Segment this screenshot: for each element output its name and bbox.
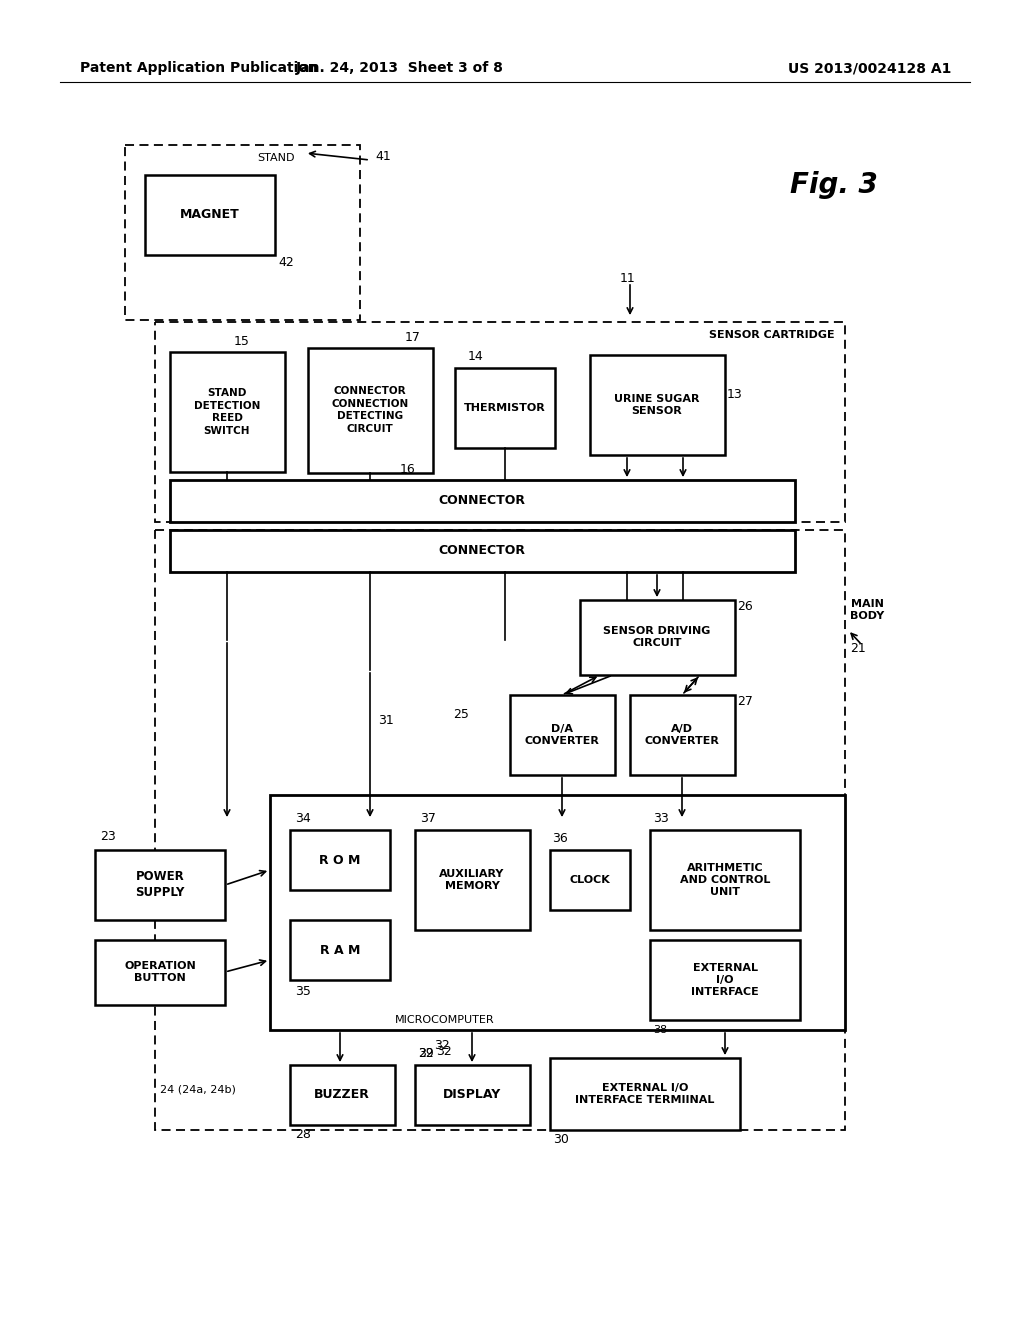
Bar: [95, 940, 225, 1005]
Bar: [580, 601, 735, 675]
Text: 25: 25: [453, 709, 469, 722]
Bar: [415, 1065, 530, 1125]
Text: CLOCK: CLOCK: [569, 875, 610, 884]
Bar: [650, 830, 800, 931]
Bar: [95, 850, 225, 920]
Text: Patent Application Publication: Patent Application Publication: [80, 61, 317, 75]
Bar: [550, 850, 630, 909]
Bar: [455, 368, 555, 447]
Text: AUXILIARY
MEMORY: AUXILIARY MEMORY: [439, 869, 505, 891]
Text: SENSOR CARTRIDGE: SENSOR CARTRIDGE: [710, 330, 835, 341]
Text: 37: 37: [420, 812, 436, 825]
Text: 42: 42: [278, 256, 294, 268]
Text: 23: 23: [100, 830, 116, 843]
Text: 15: 15: [234, 335, 250, 348]
Bar: [270, 795, 845, 1030]
Text: US 2013/0024128 A1: US 2013/0024128 A1: [788, 61, 951, 75]
Text: 35: 35: [295, 985, 311, 998]
Bar: [510, 696, 615, 775]
Text: 14: 14: [468, 350, 483, 363]
Text: URINE SUGAR
SENSOR: URINE SUGAR SENSOR: [614, 393, 699, 416]
Text: 32: 32: [418, 1047, 434, 1060]
Bar: [155, 531, 845, 1130]
Text: 16: 16: [400, 463, 416, 477]
Bar: [170, 352, 285, 473]
Text: BUZZER: BUZZER: [314, 1089, 370, 1101]
Text: STAND
DETECTION
REED
SWITCH: STAND DETECTION REED SWITCH: [194, 388, 260, 436]
Bar: [415, 830, 530, 931]
Bar: [650, 940, 800, 1020]
Text: 27: 27: [737, 696, 753, 708]
Text: A/D
CONVERTER: A/D CONVERTER: [644, 723, 720, 746]
Bar: [550, 1059, 740, 1130]
Bar: [170, 531, 795, 572]
Text: 31: 31: [378, 714, 394, 726]
Text: MAIN
BODY: MAIN BODY: [850, 599, 885, 622]
Text: 41: 41: [375, 150, 391, 164]
Text: 17: 17: [406, 331, 421, 345]
Text: 24 (24a, 24b): 24 (24a, 24b): [160, 1085, 236, 1096]
Bar: [145, 176, 275, 255]
Text: CONNECTOR: CONNECTOR: [438, 544, 525, 557]
Text: 34: 34: [295, 812, 310, 825]
Text: 38: 38: [653, 1026, 667, 1035]
Bar: [290, 920, 390, 979]
Text: Fig. 3: Fig. 3: [790, 172, 878, 199]
Text: CONNECTOR: CONNECTOR: [438, 495, 525, 507]
Bar: [308, 348, 433, 473]
Text: POWER
SUPPLY: POWER SUPPLY: [135, 870, 184, 899]
Text: R A M: R A M: [319, 944, 360, 957]
Bar: [590, 355, 725, 455]
Text: 13: 13: [727, 388, 742, 401]
Bar: [170, 480, 795, 521]
Text: OPERATION
BUTTON: OPERATION BUTTON: [124, 961, 196, 983]
Text: 30: 30: [553, 1133, 569, 1146]
Text: THERMISTOR: THERMISTOR: [464, 403, 546, 413]
Text: MAGNET: MAGNET: [180, 209, 240, 222]
Text: 33: 33: [653, 812, 669, 825]
Text: DISPLAY: DISPLAY: [442, 1089, 501, 1101]
Bar: [125, 145, 360, 319]
Text: EXTERNAL
I/O
INTERFACE: EXTERNAL I/O INTERFACE: [691, 962, 759, 998]
Text: 26: 26: [737, 601, 753, 612]
Text: 36: 36: [552, 832, 567, 845]
Text: MICROCOMPUTER: MICROCOMPUTER: [395, 1015, 495, 1026]
Text: 28: 28: [295, 1129, 311, 1140]
Text: SENSOR DRIVING
CIRCUIT: SENSOR DRIVING CIRCUIT: [603, 626, 711, 648]
Text: ARITHMETIC
AND CONTROL
UNIT: ARITHMETIC AND CONTROL UNIT: [680, 862, 770, 898]
Text: 21: 21: [850, 642, 865, 655]
Text: 32: 32: [434, 1039, 450, 1052]
Text: EXTERNAL I/O
INTERFACE TERMIINAL: EXTERNAL I/O INTERFACE TERMIINAL: [575, 1082, 715, 1105]
Bar: [290, 830, 390, 890]
Text: R O M: R O M: [319, 854, 360, 866]
Text: 11: 11: [620, 272, 636, 285]
Text: D/A
CONVERTER: D/A CONVERTER: [524, 723, 599, 746]
Text: 29: 29: [418, 1047, 434, 1060]
Text: CONNECTOR
CONNECTION
DETECTING
CIRCUIT: CONNECTOR CONNECTION DETECTING CIRCUIT: [332, 387, 409, 433]
Text: Jan. 24, 2013  Sheet 3 of 8: Jan. 24, 2013 Sheet 3 of 8: [296, 61, 504, 75]
Text: 32: 32: [436, 1045, 452, 1059]
Bar: [290, 1065, 395, 1125]
Text: STAND: STAND: [257, 153, 295, 162]
Bar: [155, 322, 845, 521]
Bar: [630, 696, 735, 775]
